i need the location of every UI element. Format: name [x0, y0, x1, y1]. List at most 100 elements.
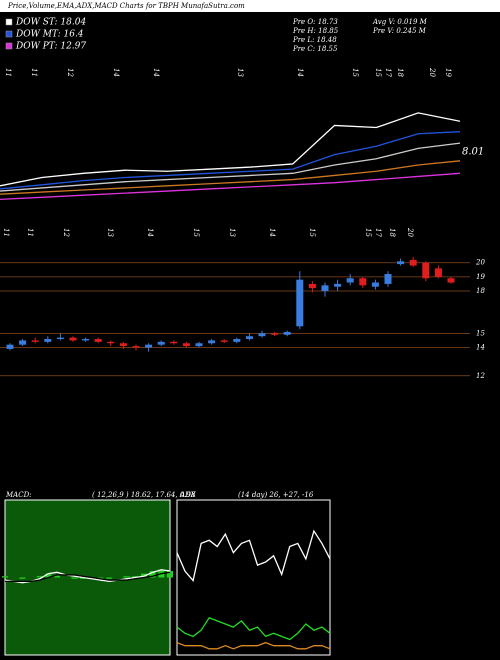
x-tick-label: 17	[384, 68, 392, 77]
adx-line	[176, 641, 331, 650]
candle-body	[308, 283, 316, 289]
adx-params: (14 day) 26, +27, -16	[238, 491, 314, 499]
x-tick-label: 15	[308, 228, 316, 237]
histogram-bar	[2, 576, 8, 578]
adx-line	[176, 617, 331, 641]
histogram-bar	[167, 571, 173, 578]
x-tick-label: 15	[192, 228, 200, 237]
x-tick-label: 11	[2, 228, 10, 237]
legend-entry: DOW MT: 16.4	[15, 30, 84, 40]
x-tick-label: 11	[30, 68, 38, 77]
candle-body	[44, 339, 52, 342]
histogram-bar	[149, 571, 156, 578]
candle-body	[157, 341, 165, 345]
adx-label: ADX	[179, 491, 197, 499]
ema-line	[0, 160, 461, 195]
candle-body	[434, 268, 442, 277]
macd-line	[5, 571, 171, 583]
x-tick-label: 14	[296, 68, 304, 77]
legend-swatch	[5, 42, 13, 50]
x-tick-label: 14	[112, 68, 120, 77]
info-text: Pre O: 18.73	[292, 18, 338, 26]
candle-body	[334, 283, 342, 287]
y-tick-label: 14	[476, 344, 485, 352]
histogram-bar	[45, 573, 52, 578]
candle-body	[6, 344, 14, 349]
x-tick-label: 18	[396, 68, 404, 77]
candle-body	[19, 340, 27, 345]
legend-entry: DOW PT: 12.97	[15, 42, 86, 52]
title-bar	[0, 0, 500, 12]
candle-body	[233, 339, 241, 342]
histogram-bar	[19, 577, 26, 579]
candle-body	[82, 339, 90, 341]
candle-body	[321, 285, 329, 291]
candle-body	[208, 340, 216, 344]
candle-body	[94, 339, 102, 342]
y-tick-label: 19	[476, 273, 485, 281]
candle-body	[447, 278, 455, 283]
y-tick-label: 12	[476, 372, 485, 380]
macd-params: ( 12,26,9 ) 18.62, 17.64, 0.98	[92, 491, 196, 499]
info-text: Pre V: 0.245 M	[372, 27, 427, 35]
candle-body	[220, 340, 228, 342]
candle-body	[359, 278, 367, 286]
info-text: Pre C: 18.55	[292, 45, 338, 53]
histogram-bar	[106, 577, 113, 579]
candle-body	[31, 340, 39, 342]
info-text: Pre H: 18.85	[292, 27, 339, 35]
chart-title: Price,Volume,EMA,ADX,MACD Charts for TBP…	[7, 2, 245, 10]
macd-label: MACD:	[5, 491, 32, 499]
y-tick-label: 18	[476, 287, 485, 295]
x-tick-label: 12	[62, 228, 70, 237]
ema-line	[0, 112, 461, 187]
x-tick-label: 17	[374, 228, 382, 237]
ema-line	[0, 142, 461, 192]
candle-body	[422, 262, 430, 279]
x-tick-label: 13	[236, 68, 244, 77]
x-tick-label: 15	[364, 228, 372, 237]
candle-body	[56, 337, 64, 340]
y-tick-label: 20	[475, 259, 485, 267]
candle-body	[296, 279, 304, 327]
ema-line	[0, 172, 461, 201]
candle-body	[384, 274, 392, 284]
info-text: Avg V: 0.019 M	[372, 18, 428, 26]
x-tick-label: 12	[66, 68, 74, 77]
x-tick-label: 20	[406, 227, 414, 237]
candle-body	[195, 343, 203, 347]
candle-body	[371, 282, 379, 287]
x-tick-label: 18	[388, 228, 396, 237]
candle-body	[258, 333, 266, 337]
histogram-bar	[36, 576, 43, 578]
legend-swatch	[5, 30, 13, 38]
y-tick-label: 15	[476, 329, 485, 337]
candle-body	[271, 333, 279, 335]
candle-body	[145, 344, 153, 348]
x-tick-label: 13	[228, 228, 236, 237]
candle-body	[119, 343, 127, 347]
x-tick-label: 11	[26, 228, 34, 237]
histogram-bar	[123, 576, 130, 578]
candle-body	[245, 336, 253, 340]
candle-body	[409, 259, 417, 266]
ema-line	[0, 131, 461, 190]
candle-body	[182, 343, 190, 347]
legend-swatch	[5, 18, 13, 26]
candle-body	[283, 331, 291, 335]
legend-entry: DOW ST: 18.04	[15, 18, 86, 28]
x-tick-label: 20	[428, 67, 436, 77]
candle-body	[69, 337, 77, 341]
x-tick-label: 14	[152, 68, 160, 77]
annotation: 8.01	[462, 147, 484, 158]
candle-body	[346, 278, 354, 283]
x-tick-label: 15	[351, 68, 359, 77]
info-text: Pre L: 18.48	[292, 36, 337, 44]
candle-body	[132, 346, 140, 348]
candle-body	[397, 261, 405, 265]
x-tick-label: 13	[106, 228, 114, 237]
adx-line	[176, 529, 331, 583]
candle-body	[170, 341, 178, 344]
x-tick-label: 11	[4, 68, 12, 77]
